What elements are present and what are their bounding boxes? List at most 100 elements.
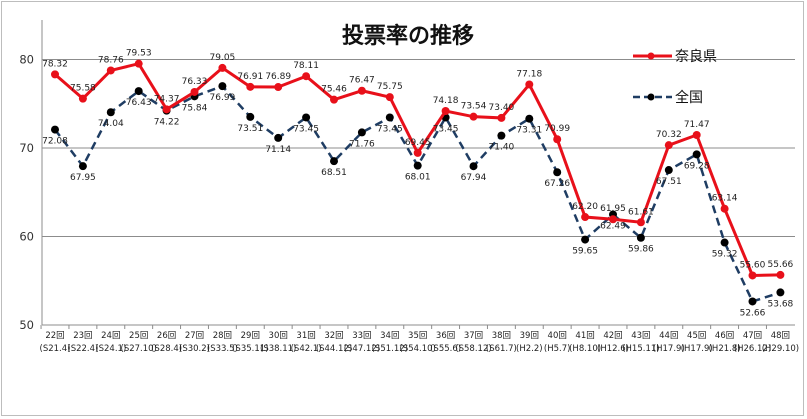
data-label: 52.66 [740, 308, 766, 318]
data-label: 70.32 [656, 130, 682, 140]
x-tick-sublabel: (H8.10) [569, 344, 601, 354]
data-point [78, 162, 87, 171]
x-tick-label: 40回 [548, 331, 567, 341]
x-tick-sublabel: (S38.11) [260, 344, 296, 354]
x-tick-sublabel: (H26.12) [734, 344, 771, 354]
y-tick-label: 50 [19, 318, 34, 332]
data-label: 78.11 [293, 61, 319, 71]
legend-label-1: 全国 [675, 89, 703, 106]
data-label: 55.60 [740, 260, 766, 270]
data-label: 76.33 [182, 77, 208, 87]
x-tick-label: 30回 [269, 331, 288, 341]
data-label: 74.18 [433, 96, 459, 106]
data-point [692, 130, 701, 139]
data-point [385, 93, 394, 102]
chart-title: 投票率の推移 [342, 23, 474, 49]
x-tick-label: 34回 [380, 331, 399, 341]
data-point [581, 235, 590, 244]
data-point [413, 148, 422, 157]
x-tick-label: 35回 [408, 331, 427, 341]
data-point [51, 125, 59, 134]
x-tick-sublabel: (H17.9) [653, 344, 685, 354]
x-tick-sublabel: (H29.10) [762, 344, 799, 354]
data-label: 59.32 [712, 250, 738, 260]
data-label: 55.66 [768, 260, 794, 270]
data-point [134, 59, 143, 68]
x-tick-label: 26回 [157, 331, 176, 341]
data-label: 59.65 [572, 247, 598, 257]
x-tick-sublabel: (S28.4) [151, 344, 182, 354]
data-label: 69.28 [684, 161, 710, 171]
data-point [78, 94, 87, 103]
x-tick-label: 23回 [73, 331, 92, 341]
data-point [776, 288, 785, 297]
data-label: 63.14 [712, 194, 738, 204]
data-label: 74.37 [154, 94, 180, 104]
legend-label-0: 奈良県 [675, 49, 717, 65]
y-tick-label: 60 [19, 230, 34, 244]
data-label: 73.45 [433, 124, 459, 134]
data-label: 73.40 [489, 103, 515, 113]
x-tick-label: 29回 [241, 331, 260, 341]
x-tick-sublabel: (S24.1) [95, 344, 126, 354]
data-point [357, 128, 366, 137]
data-point [720, 204, 729, 213]
x-tick-sublabel: (S42.1) [291, 344, 322, 354]
data-point [609, 215, 617, 224]
data-point [664, 141, 673, 150]
axes: 50 60 70 80 22回 (S21.4)23回 (S22.4)24回 (S24.1)25… [19, 20, 799, 354]
x-tick-sublabel: (S54.10) [400, 344, 436, 354]
x-tick-label: 41回 [575, 331, 594, 341]
x-tick-label: 33回 [352, 331, 371, 341]
data-point [134, 87, 143, 96]
data-point [385, 113, 394, 122]
data-point [413, 161, 422, 170]
x-tick-label: 47回 [743, 331, 762, 341]
data-label: 67.95 [70, 173, 96, 183]
x-tick-label: 45回 [687, 331, 706, 341]
data-label: 76.99 [210, 93, 236, 103]
data-label: 74.04 [98, 119, 124, 129]
x-tick-label: 24回 [101, 331, 120, 341]
data-label: 61.61 [628, 207, 654, 217]
y-tick-label: 70 [19, 141, 34, 155]
x-tick-sublabel: (S51.12) [372, 344, 408, 354]
x-tick-label: 38回 [492, 331, 511, 341]
data-label: 75.58 [70, 84, 96, 94]
x-tick-label: 42回 [603, 331, 622, 341]
data-point [497, 113, 506, 122]
data-label: 75.75 [377, 82, 403, 92]
data-label: 62.49 [600, 221, 626, 231]
x-tick-sublabel: (S33.5) [207, 344, 238, 354]
data-point [106, 66, 115, 75]
x-tick-sublabel: (S35.11) [232, 344, 268, 354]
data-point [553, 135, 562, 144]
x-tick-sublabel: (H2.2) [516, 344, 543, 354]
data-label: 68.51 [321, 168, 347, 178]
x-tick-label: 46回 [715, 331, 734, 341]
data-point [246, 112, 255, 121]
data-point [302, 72, 311, 81]
data-point [525, 114, 534, 123]
x-tick-sublabel: (S30.2) [179, 344, 210, 354]
x-tick-label: 25回 [129, 331, 148, 341]
data-label: 71.47 [684, 120, 710, 130]
data-label: 76.43 [126, 98, 152, 108]
x-tick-sublabel: (S22.4) [67, 344, 98, 354]
data-point [302, 113, 311, 122]
x-tick-label: 37回 [464, 331, 483, 341]
x-tick-label: 31回 [296, 331, 315, 341]
data-label: 70.99 [544, 124, 570, 134]
data-point [692, 150, 701, 159]
data-label: 77.18 [516, 69, 542, 79]
x-tick-sublabel: (H21.8) [709, 344, 741, 354]
data-label: 53.68 [768, 299, 794, 309]
x-tick-sublabel: (S44.12) [316, 344, 352, 354]
data-label: 72.08 [42, 137, 68, 147]
x-tick-label: 28回 [213, 331, 232, 341]
data-point [720, 238, 729, 247]
